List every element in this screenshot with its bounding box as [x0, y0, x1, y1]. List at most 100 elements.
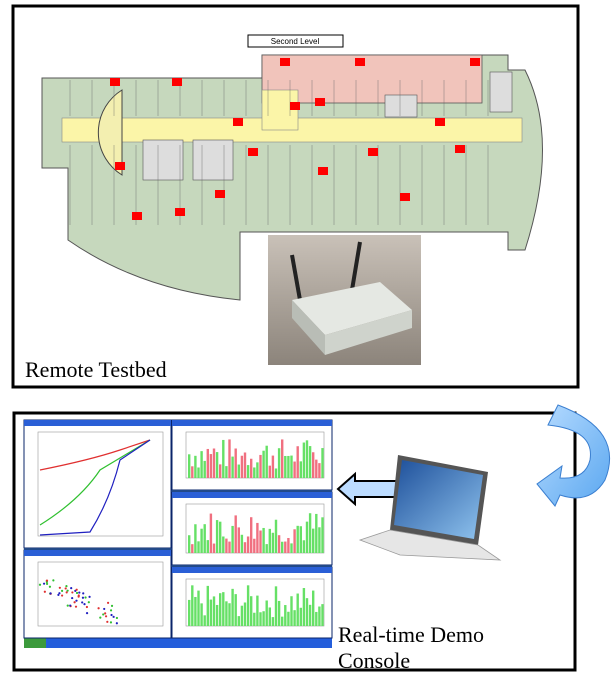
mini-bar [266, 544, 268, 553]
mini-bar [315, 514, 317, 553]
node-marker [115, 162, 125, 170]
mini-bar [306, 598, 308, 626]
scatter-dot [110, 609, 112, 611]
mini-bar [241, 606, 243, 626]
node-marker [368, 148, 378, 156]
scatter-dot [106, 621, 108, 623]
mini-bar [287, 538, 289, 553]
mini-bar [238, 527, 240, 553]
mini-bar [231, 589, 233, 626]
mini-bar [247, 585, 249, 626]
scatter-dot [46, 580, 48, 582]
node-marker [110, 78, 120, 86]
mini-bar [269, 466, 271, 478]
console-caption: Console [338, 648, 410, 673]
scatter-dot [59, 587, 61, 589]
scatter-dot [66, 591, 68, 593]
mini-bar [293, 610, 295, 626]
mini-bar [312, 452, 314, 478]
mini-bar [321, 448, 323, 478]
scatter-dot [44, 591, 46, 593]
scatter-dot [102, 613, 104, 615]
mini-bar [321, 604, 323, 626]
scatter-dot [97, 607, 99, 609]
scatter-dot [39, 584, 41, 586]
mini-bar [303, 540, 305, 553]
mini-bar [253, 539, 255, 553]
scatter-dot [81, 601, 83, 603]
mini-bar [225, 539, 227, 553]
mini-bar [204, 615, 206, 626]
scatter-dot [84, 596, 86, 598]
mini-bar [309, 605, 311, 626]
mini-bar [259, 455, 261, 478]
mini-bar [269, 529, 271, 553]
window-titlebar [24, 550, 171, 556]
scatter-dot [103, 608, 105, 610]
page: {"testbed": {"floor_label": "Second Leve… [0, 0, 615, 675]
mini-bar [309, 513, 311, 553]
node-marker [435, 118, 445, 126]
scatter-dot [65, 585, 67, 587]
mini-bar [216, 520, 218, 553]
mini-bar [303, 443, 305, 478]
router-photo [268, 235, 421, 365]
window-titlebar [172, 567, 332, 573]
scatter-dot [110, 614, 112, 616]
scatter-dot [67, 605, 69, 607]
mini-bar [244, 542, 246, 553]
testbed-caption: Remote Testbed [25, 357, 167, 382]
scatter-dot [46, 583, 48, 585]
mini-bar [210, 600, 212, 626]
mini-bar [225, 466, 227, 478]
mini-bar [204, 461, 206, 478]
mini-bar [197, 467, 199, 478]
mini-bar [241, 535, 243, 553]
mini-bar [287, 612, 289, 626]
scatter-dot [113, 616, 115, 618]
mini-bar [256, 596, 258, 626]
mini-bar [266, 600, 268, 626]
mini-bar [197, 541, 199, 553]
mini-bar [228, 439, 230, 478]
mini-bar [225, 601, 227, 626]
mini-bar [300, 608, 302, 626]
node-marker [315, 98, 325, 106]
scatter-dot [49, 586, 51, 588]
mini-bar [318, 527, 320, 553]
scatter-dot [69, 604, 71, 606]
scatter-dot [52, 579, 54, 581]
mini-bar [247, 536, 249, 553]
node-marker [355, 58, 365, 66]
mini-bar [194, 597, 196, 626]
mini-bar [278, 601, 280, 626]
scatter-dot [82, 597, 84, 599]
scatter-dot [58, 592, 60, 594]
node-marker [215, 190, 225, 198]
scatter-dot [61, 590, 63, 592]
mini-bar [278, 535, 280, 553]
mini-bar [250, 517, 252, 553]
scatter-dot [110, 621, 112, 623]
node-marker [233, 118, 243, 126]
scatter-dot [73, 601, 75, 603]
scatter-dot [82, 592, 84, 594]
mini-bar [210, 454, 212, 478]
mini-bar [207, 449, 209, 478]
scatter-dot [99, 617, 101, 619]
mini-bar [281, 542, 283, 553]
mini-bar [191, 544, 193, 553]
scatter-dot [65, 587, 67, 589]
floor-label: Second Level [271, 37, 320, 46]
mini-bar [275, 520, 277, 553]
mini-bar [207, 540, 209, 553]
mini-bar [256, 462, 258, 478]
mini-bar [222, 592, 224, 626]
mini-bar [244, 602, 246, 626]
mini-bar [207, 586, 209, 626]
scatter-dot [78, 591, 80, 593]
mini-bar [259, 612, 261, 626]
scatter-dot [71, 591, 73, 593]
mini-bar [297, 446, 299, 478]
mini-bar [213, 596, 215, 626]
